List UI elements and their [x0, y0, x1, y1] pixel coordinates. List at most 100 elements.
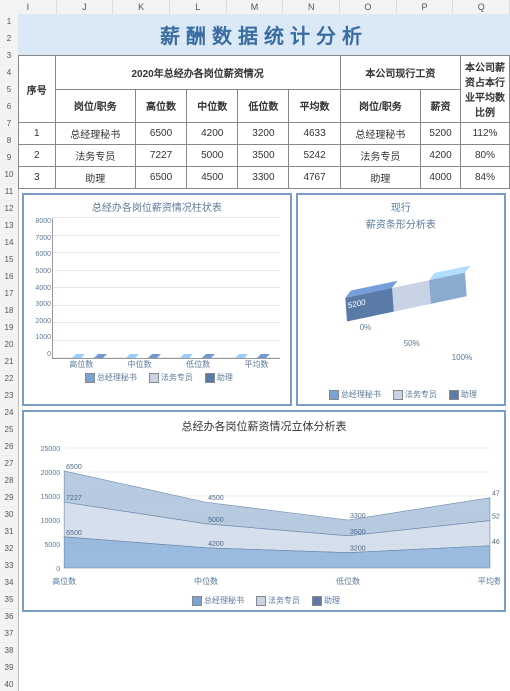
row-35[interactable]: 35 — [0, 592, 18, 609]
cell-avg[interactable]: 4767 — [289, 167, 340, 189]
row-33[interactable]: 33 — [0, 558, 18, 575]
row-36[interactable]: 36 — [0, 609, 18, 626]
th-sub[interactable]: 中位数 — [187, 89, 238, 123]
row-9[interactable]: 9 — [0, 150, 18, 167]
cell-mid[interactable]: 4500 — [187, 167, 238, 189]
row-26[interactable]: 26 — [0, 439, 18, 456]
row-18[interactable]: 18 — [0, 303, 18, 320]
row-2[interactable]: 2 — [0, 31, 18, 48]
row-34[interactable]: 34 — [0, 575, 18, 592]
row-15[interactable]: 15 — [0, 252, 18, 269]
area-chart-panel: 总经办各岗位薪资情况立体分析表 050001000015000200002500… — [22, 410, 506, 612]
row-5[interactable]: 5 — [0, 82, 18, 99]
row-4[interactable]: 4 — [0, 65, 18, 82]
cell-pos[interactable]: 法务专员 — [55, 145, 135, 167]
row-11[interactable]: 11 — [0, 184, 18, 201]
svg-text:6500: 6500 — [66, 530, 82, 537]
cell-ratio[interactable]: 80% — [461, 145, 510, 167]
row-19[interactable]: 19 — [0, 320, 18, 337]
col-Q[interactable]: Q — [453, 0, 510, 14]
row-24[interactable]: 24 — [0, 405, 18, 422]
th-sub[interactable]: 薪资 — [421, 89, 461, 123]
row-6[interactable]: 6 — [0, 99, 18, 116]
th-seq[interactable]: 序号 — [19, 56, 56, 123]
svg-text:20000: 20000 — [41, 470, 61, 477]
th-sub[interactable]: 岗位/职务 — [340, 89, 420, 123]
row-40[interactable]: 40 — [0, 677, 18, 691]
cell-pos[interactable]: 总经理秘书 — [55, 123, 135, 145]
col-K[interactable]: K — [113, 0, 170, 14]
bar3d-panel: 现行 薪资条形分析表 5200 0% 50% 100% 总经理秘书法务专员助理 — [296, 193, 506, 406]
cell-pos2[interactable]: 助理 — [340, 167, 420, 189]
row-21[interactable]: 21 — [0, 354, 18, 371]
cell-seq[interactable]: 2 — [19, 145, 56, 167]
row-8[interactable]: 8 — [0, 133, 18, 150]
cell-seq[interactable]: 3 — [19, 167, 56, 189]
cell-high[interactable]: 7227 — [135, 145, 186, 167]
row-37[interactable]: 37 — [0, 626, 18, 643]
th-group2[interactable]: 本公司现行工资 — [340, 56, 460, 90]
cell-high[interactable]: 6500 — [135, 123, 186, 145]
cell-ratio[interactable]: 112% — [461, 123, 510, 145]
row-1[interactable]: 1 — [0, 14, 18, 31]
svg-text:4767: 4767 — [492, 491, 500, 498]
row-7[interactable]: 7 — [0, 116, 18, 133]
row-22[interactable]: 22 — [0, 371, 18, 388]
row-39[interactable]: 39 — [0, 660, 18, 677]
legend-item: 总经理秘书 — [325, 389, 381, 400]
cell-seq[interactable]: 1 — [19, 123, 56, 145]
svg-text:7227: 7227 — [66, 495, 82, 502]
legend-item: 法务专员 — [252, 595, 300, 606]
svg-text:15000: 15000 — [41, 494, 61, 501]
col-J[interactable]: J — [57, 0, 114, 14]
row-30[interactable]: 30 — [0, 507, 18, 524]
col-N[interactable]: N — [283, 0, 340, 14]
cell-low[interactable]: 3300 — [238, 167, 289, 189]
row-25[interactable]: 25 — [0, 422, 18, 439]
col-I[interactable]: I — [0, 0, 57, 14]
col-M[interactable]: M — [227, 0, 284, 14]
row-16[interactable]: 16 — [0, 269, 18, 286]
col-P[interactable]: P — [397, 0, 454, 14]
row-10[interactable]: 10 — [0, 167, 18, 184]
cell-low[interactable]: 3200 — [238, 123, 289, 145]
row-31[interactable]: 31 — [0, 524, 18, 541]
th-sub[interactable]: 平均数 — [289, 89, 340, 123]
cell-pos2[interactable]: 总经理秘书 — [340, 123, 420, 145]
row-38[interactable]: 38 — [0, 643, 18, 660]
cell-salary[interactable]: 4000 — [421, 167, 461, 189]
cell-avg[interactable]: 5242 — [289, 145, 340, 167]
th-group1[interactable]: 2020年总经办各岗位薪资情况 — [55, 56, 340, 90]
cell-salary[interactable]: 4200 — [421, 145, 461, 167]
row-13[interactable]: 13 — [0, 218, 18, 235]
th-group3[interactable]: 本公司薪资占本行业平均数比例 — [461, 56, 510, 123]
row-3[interactable]: 3 — [0, 48, 18, 65]
th-sub[interactable]: 高位数 — [135, 89, 186, 123]
legend-item: 助理 — [445, 389, 477, 400]
row-28[interactable]: 28 — [0, 473, 18, 490]
th-sub[interactable]: 低位数 — [238, 89, 289, 123]
cell-pos2[interactable]: 法务专员 — [340, 145, 420, 167]
cell-avg[interactable]: 4633 — [289, 123, 340, 145]
row-14[interactable]: 14 — [0, 235, 18, 252]
row-17[interactable]: 17 — [0, 286, 18, 303]
row-29[interactable]: 29 — [0, 490, 18, 507]
cell-ratio[interactable]: 84% — [461, 167, 510, 189]
row-32[interactable]: 32 — [0, 541, 18, 558]
cell-low[interactable]: 3500 — [238, 145, 289, 167]
row-27[interactable]: 27 — [0, 456, 18, 473]
cell-high[interactable]: 6500 — [135, 167, 186, 189]
svg-text:5242: 5242 — [492, 514, 500, 521]
th-sub[interactable]: 岗位/职务 — [55, 89, 135, 123]
cell-pos[interactable]: 助理 — [55, 167, 135, 189]
cell-mid[interactable]: 5000 — [187, 145, 238, 167]
cell-salary[interactable]: 5200 — [421, 123, 461, 145]
col-O[interactable]: O — [340, 0, 397, 14]
row-20[interactable]: 20 — [0, 337, 18, 354]
cell-mid[interactable]: 4200 — [187, 123, 238, 145]
row-12[interactable]: 12 — [0, 201, 18, 218]
row-23[interactable]: 23 — [0, 388, 18, 405]
col-L[interactable]: L — [170, 0, 227, 14]
svg-text:4200: 4200 — [208, 541, 224, 548]
svg-text:10000: 10000 — [41, 518, 61, 525]
